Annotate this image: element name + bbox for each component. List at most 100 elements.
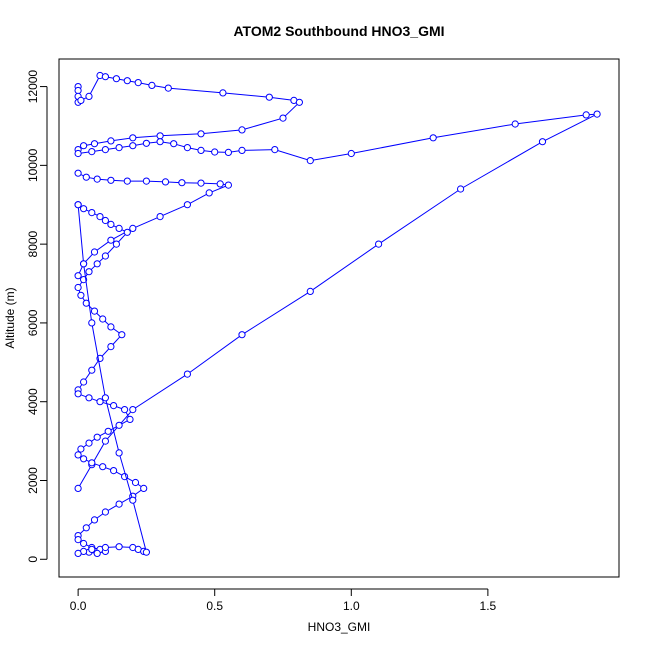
data-point <box>101 394 110 402</box>
data-point <box>96 213 104 221</box>
series-line <box>77 393 145 536</box>
series-4 <box>74 390 148 540</box>
data-point <box>80 455 88 463</box>
data-point <box>96 398 104 406</box>
data-point <box>183 144 191 152</box>
data-point <box>224 148 232 156</box>
data-point <box>88 366 96 374</box>
data-point <box>142 548 150 556</box>
data-point <box>110 402 118 410</box>
data-point <box>164 84 172 92</box>
x-tick-label: 0.0 <box>70 599 87 613</box>
data-point <box>80 260 88 268</box>
data-point <box>156 138 164 146</box>
data-point <box>107 323 115 331</box>
data-point <box>271 146 279 154</box>
data-point <box>148 81 156 90</box>
x-tick-label: 0.5 <box>206 599 223 613</box>
data-point <box>121 406 129 414</box>
data-point <box>170 140 178 148</box>
data-point <box>183 370 191 378</box>
data-point <box>85 92 93 101</box>
data-point <box>101 508 110 516</box>
data-point <box>178 179 186 187</box>
data-point <box>156 213 164 221</box>
data-point <box>156 132 164 140</box>
data-point <box>511 120 519 128</box>
data-point <box>110 467 118 475</box>
data-point <box>80 205 88 213</box>
data-point <box>107 220 115 228</box>
data-point <box>101 252 110 260</box>
data-point <box>161 178 170 186</box>
data-point <box>93 433 101 441</box>
data-point <box>129 134 137 142</box>
data-point <box>115 449 123 457</box>
data-point <box>74 451 82 459</box>
data-point <box>107 176 115 184</box>
data-point <box>142 139 150 147</box>
data-point <box>77 445 85 453</box>
data-point <box>101 73 110 81</box>
series-2 <box>74 169 232 280</box>
data-point <box>80 378 88 386</box>
data-point <box>123 77 131 85</box>
data-point <box>279 114 287 122</box>
series-5 <box>74 201 150 558</box>
data-point <box>131 478 140 487</box>
data-point <box>90 248 99 256</box>
series-1 <box>74 110 601 492</box>
data-point <box>90 307 99 315</box>
data-point <box>77 96 85 105</box>
data-point <box>238 331 246 339</box>
data-point <box>205 189 213 197</box>
data-point <box>88 319 96 327</box>
y-tick-label: 2000 <box>26 467 40 494</box>
data-point <box>197 146 205 154</box>
x-tick-label: 1.5 <box>480 599 497 613</box>
data-point <box>219 89 227 97</box>
data-point <box>123 228 131 236</box>
data-point <box>101 437 110 445</box>
data-point <box>112 75 121 83</box>
plot-frame <box>58 58 620 578</box>
y-tick-label: 12000 <box>26 70 40 104</box>
data-point <box>295 98 303 106</box>
data-point <box>197 130 205 138</box>
data-point <box>538 138 547 146</box>
data-point <box>93 260 101 268</box>
data-point <box>74 536 82 544</box>
series-0 <box>74 71 303 154</box>
data-point <box>74 549 82 558</box>
data-point <box>265 93 273 101</box>
data-point <box>306 287 314 295</box>
data-point <box>123 177 131 185</box>
data-point <box>74 484 82 492</box>
data-point <box>80 539 88 548</box>
data-point <box>582 111 590 119</box>
y-axis-label: Altitude (m) <box>3 287 17 348</box>
y-axis: 0 2000 4000 6000 8000 10000 12000 <box>26 70 48 563</box>
data-point <box>118 331 126 339</box>
data-point <box>593 110 601 118</box>
data-point <box>129 496 137 504</box>
data-point <box>99 315 107 323</box>
data-point <box>197 179 205 187</box>
data-point <box>211 148 219 156</box>
data-point <box>238 126 246 134</box>
data-point <box>85 394 93 402</box>
data-point <box>74 149 82 158</box>
series-line <box>77 204 129 391</box>
series-layer <box>74 71 601 558</box>
data-point <box>90 516 99 524</box>
data-point <box>347 149 355 158</box>
data-point <box>82 173 90 181</box>
data-point <box>115 224 123 232</box>
data-point <box>74 390 82 398</box>
data-point <box>90 140 99 148</box>
y-tick-label: 0 <box>26 556 40 563</box>
data-point <box>80 142 88 150</box>
data-point <box>107 137 115 145</box>
data-point <box>112 240 121 248</box>
